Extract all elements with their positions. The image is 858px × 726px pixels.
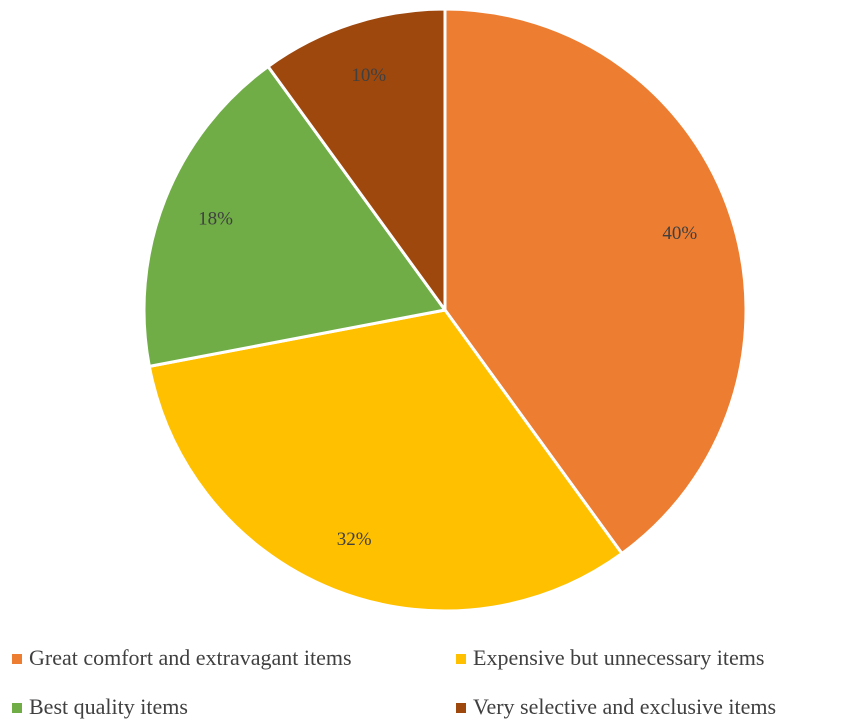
pie-slice-expensive-but-unnecessary-items <box>147 308 624 613</box>
data-label-great-comfort-and-extravagant-items: 40% <box>662 223 697 244</box>
pie-slice-great-comfort-and-extravagant-items <box>443 7 748 556</box>
legend-label: Very selective and exclusive items <box>473 694 776 719</box>
pie-slice-very-selective-and-exclusive-items <box>266 7 447 312</box>
pie-data-labels: 40% 32% 18% 10% <box>198 65 697 550</box>
data-label-very-selective-and-exclusive-items: 10% <box>351 65 386 86</box>
legend-item-very-selective-and-exclusive-items: Very selective and exclusive items <box>456 694 776 719</box>
legend-label: Great comfort and extravagant items <box>29 645 352 670</box>
legend-swatch <box>12 703 22 713</box>
legend-swatch <box>12 654 22 664</box>
legend-swatch <box>456 703 466 713</box>
data-label-expensive-but-unnecessary-items: 32% <box>337 529 372 550</box>
data-label-best-quality-items: 18% <box>198 209 233 230</box>
legend-item-expensive-but-unnecessary-items: Expensive but unnecessary items <box>456 645 764 670</box>
legend-swatch <box>456 654 466 664</box>
pie-slices <box>142 7 748 613</box>
legend-item-best-quality-items: Best quality items <box>12 694 188 719</box>
pie-slice-best-quality-items <box>142 64 447 368</box>
legend-item-great-comfort-and-extravagant-items: Great comfort and extravagant items <box>12 645 352 670</box>
legend: Great comfort and extravagant items Expen… <box>12 645 776 719</box>
legend-label: Expensive but unnecessary items <box>473 645 764 670</box>
legend-label: Best quality items <box>29 694 188 719</box>
